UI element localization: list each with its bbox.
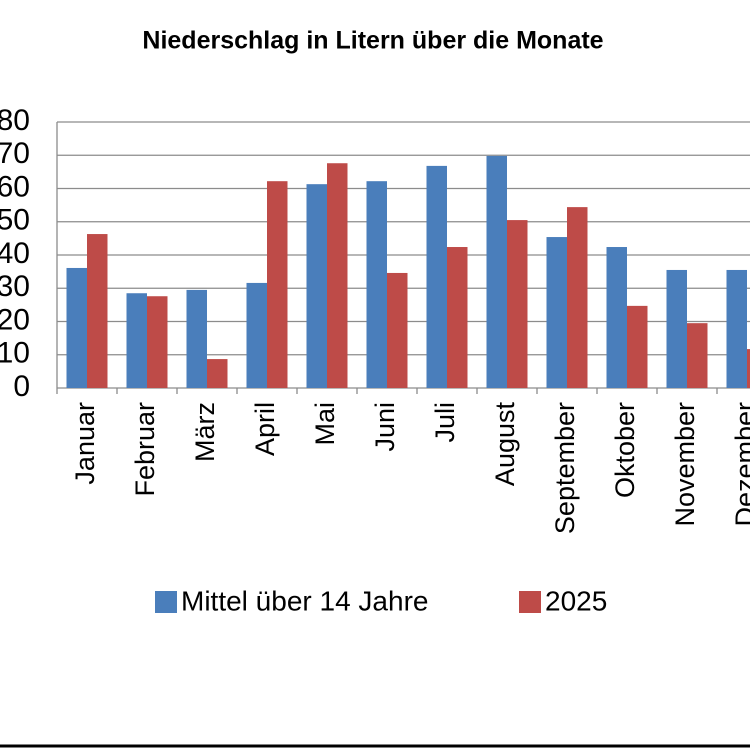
bar — [186, 289, 207, 388]
bar — [747, 349, 750, 388]
bar — [267, 181, 288, 388]
x-tick-label: Juni — [370, 402, 400, 452]
bar — [627, 305, 648, 388]
bar — [246, 282, 267, 388]
bar — [387, 272, 408, 388]
x-tick-label: Januar — [70, 402, 100, 485]
x-tick-label: August — [490, 402, 520, 487]
y-tick-label: 80 — [0, 104, 30, 137]
x-tick-label: Juli — [430, 402, 460, 443]
y-tick-label: 0 — [13, 370, 30, 403]
bar — [366, 181, 387, 388]
bar — [687, 323, 708, 388]
x-tick-label: März — [190, 402, 220, 462]
chart-title: Niederschlag in Litern über die Monate — [142, 27, 603, 55]
x-tick-label: Oktober — [610, 402, 640, 498]
bar — [327, 163, 348, 388]
bar — [567, 207, 588, 388]
bar — [507, 220, 528, 388]
bar — [207, 359, 228, 388]
y-tick-label: 60 — [0, 170, 30, 203]
x-tick-label: Februar — [130, 402, 160, 497]
x-tick-label: September — [550, 402, 580, 534]
bar — [606, 247, 627, 388]
bar — [66, 267, 87, 388]
bar — [666, 269, 687, 388]
bar — [726, 269, 747, 388]
y-tick-label: 20 — [0, 303, 30, 336]
legend-label: Mittel über 14 Jahre — [181, 585, 428, 616]
bar — [447, 247, 468, 388]
bar — [546, 237, 567, 388]
bar — [306, 184, 327, 388]
y-tick-label: 70 — [0, 137, 30, 170]
y-tick-label: 30 — [0, 270, 30, 303]
x-tick-label: Mai — [310, 402, 340, 446]
x-tick-label: Dezember — [730, 402, 750, 527]
bar — [486, 155, 507, 388]
legend-swatch — [155, 591, 177, 613]
y-tick-label: 50 — [0, 204, 30, 237]
legend-swatch — [519, 591, 541, 613]
bar — [147, 296, 168, 388]
y-tick-label: 40 — [0, 237, 30, 270]
y-tick-label: 10 — [0, 337, 30, 370]
legend-label: 2025 — [545, 585, 607, 616]
x-tick-label: April — [250, 402, 280, 456]
bar — [87, 234, 108, 388]
bar — [126, 293, 147, 388]
bar — [426, 165, 447, 388]
x-tick-label: November — [670, 402, 700, 527]
